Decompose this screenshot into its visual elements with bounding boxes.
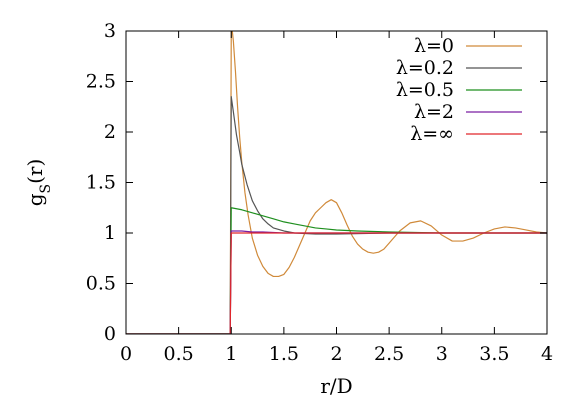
x-tick-label: 4 [541, 343, 553, 365]
y-tick-label: 2.5 [86, 71, 116, 93]
y-tick-label: 1.5 [86, 172, 116, 194]
x-tick-label: 3 [436, 343, 448, 365]
y-axis-title-suffix: (r) [23, 159, 47, 184]
series-layer [126, 31, 547, 334]
x-tick-label: 0.5 [164, 343, 194, 365]
legend-label: λ=2 [414, 101, 454, 123]
legend-label: λ=0 [414, 35, 454, 57]
series-line-0 [126, 31, 547, 334]
x-tick-label: 1.5 [269, 343, 299, 365]
legend-label: λ=0.2 [396, 57, 454, 79]
legend-label: λ=∞ [410, 123, 454, 145]
legend-label: λ=0.5 [396, 79, 454, 101]
series-line-4 [126, 232, 547, 334]
x-tick-label: 1 [225, 343, 237, 365]
ticks-layer: 0 0.5 1 1.5 2 2.5 3 3.5 4 0 0.5 1 1.5 2 2.5 3 [86, 20, 553, 365]
series-line-2 [126, 207, 547, 334]
y-tick-label: 1 [104, 222, 116, 244]
x-tick-label: 2 [330, 343, 342, 365]
y-tick-label: 2 [104, 121, 116, 143]
series-line-1 [126, 96, 547, 334]
x-tick-label: 2.5 [374, 343, 404, 365]
y-tick-label: 0 [104, 323, 116, 345]
x-axis-title: r/D [320, 374, 352, 398]
x-tick-label: 0 [120, 343, 132, 365]
y-axis-title: gS(r) [23, 159, 54, 207]
y-tick-label: 0.5 [86, 273, 116, 295]
legend: λ=0λ=0.2λ=0.5λ=2λ=∞ [396, 35, 522, 145]
x-tick-label: 3.5 [479, 343, 509, 365]
y-axis-title-sub: S [38, 184, 54, 194]
plot-frame [125, 30, 548, 335]
series-line-3 [126, 230, 547, 334]
y-tick-label: 3 [104, 20, 116, 42]
y-axis-title-main: g [23, 193, 47, 206]
